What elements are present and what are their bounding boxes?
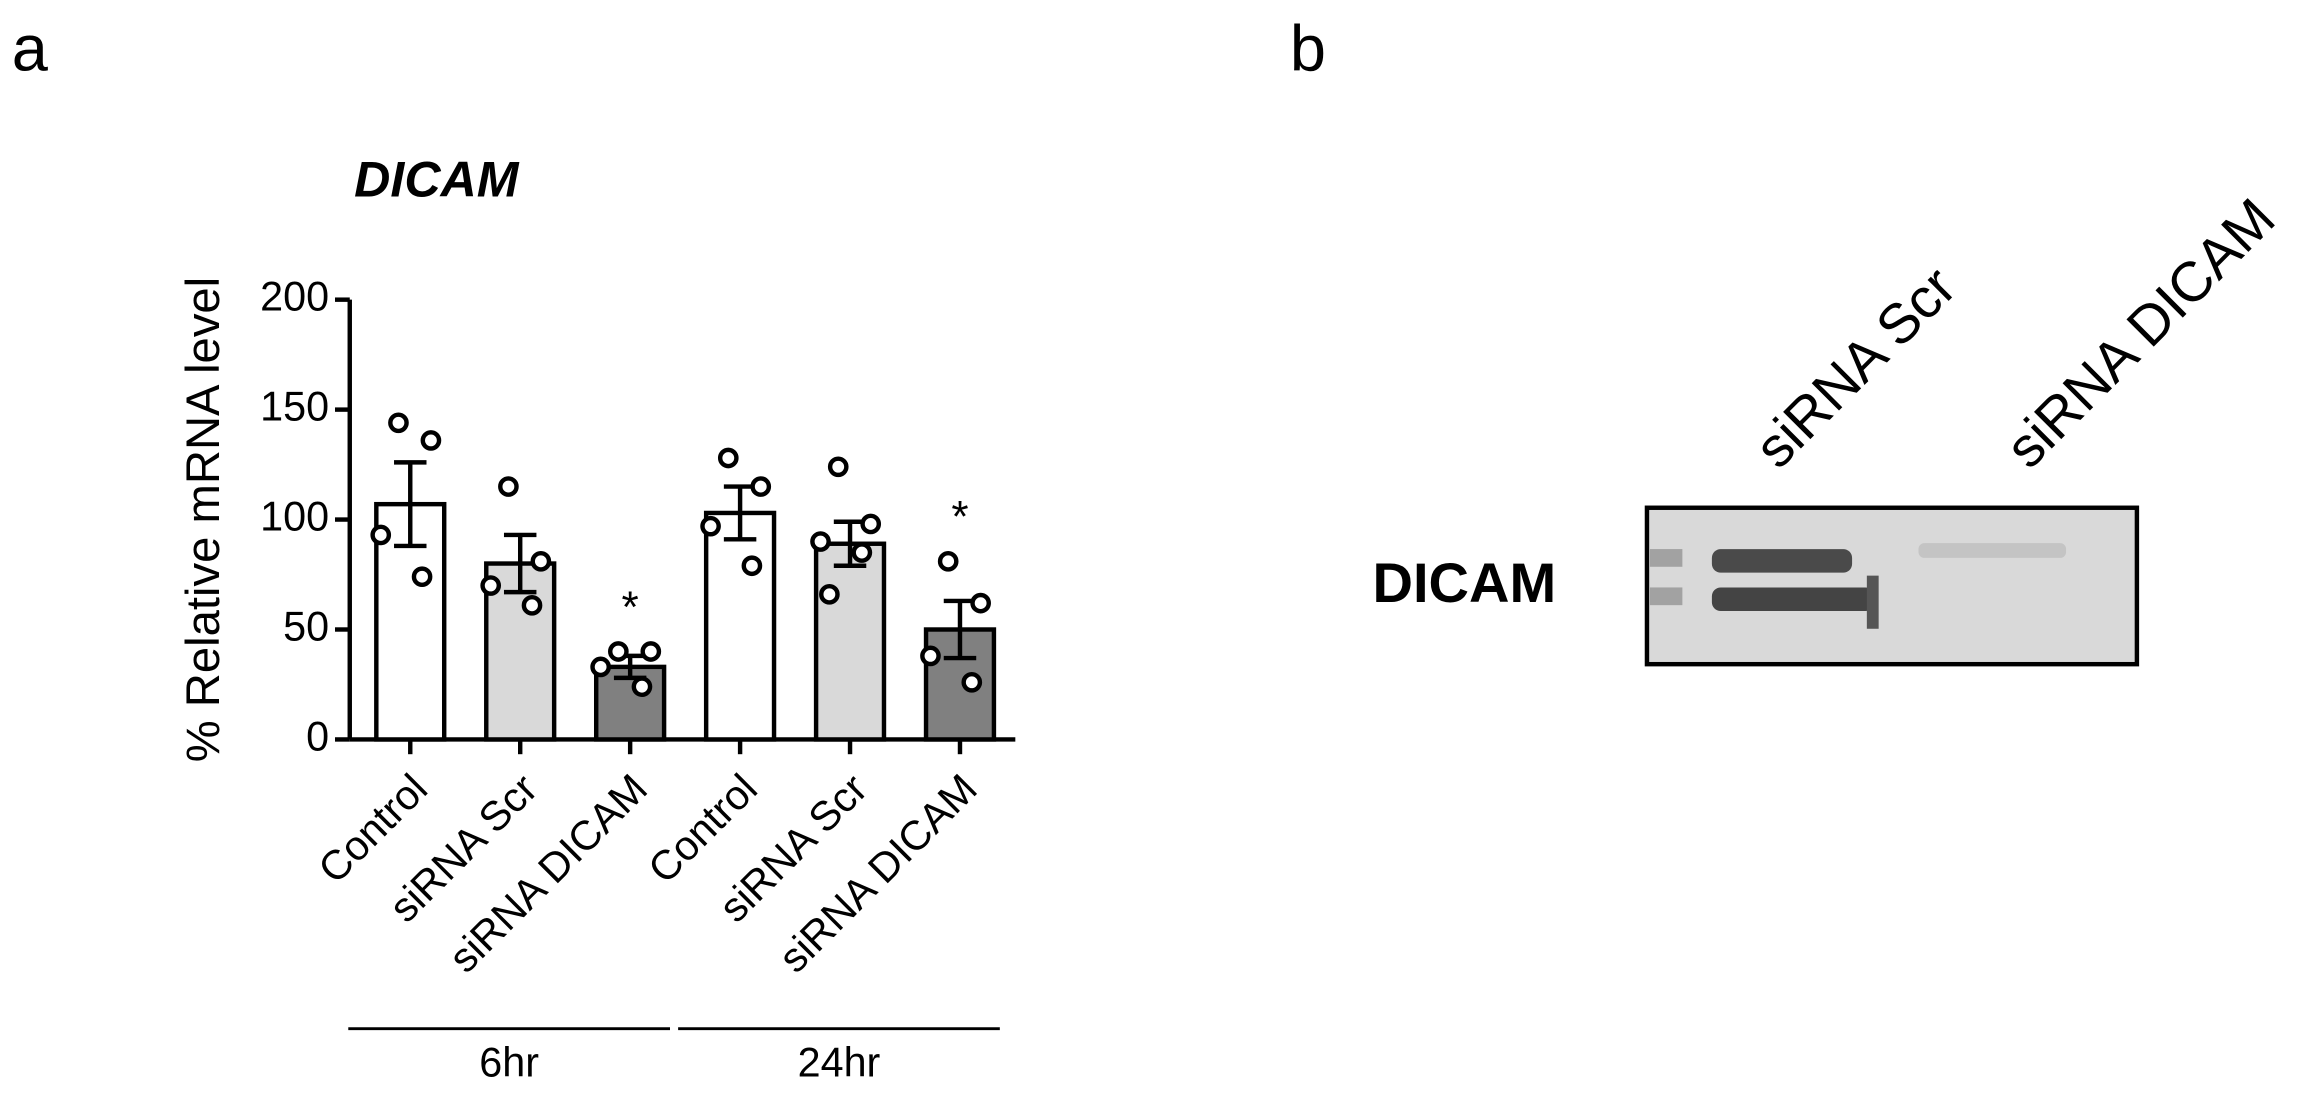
blot-band — [1711, 549, 1853, 573]
bar — [813, 541, 887, 742]
data-point — [411, 566, 433, 588]
blot-band — [1711, 587, 1875, 612]
bar — [703, 510, 777, 742]
y-tick-label: 200 — [260, 274, 329, 320]
data-point — [388, 412, 409, 434]
data-point — [521, 594, 543, 616]
significance-marker: * — [951, 493, 968, 542]
blot-band — [1866, 575, 1879, 629]
y-tick-label: 50 — [283, 603, 329, 649]
y-tick-label: 0 — [306, 713, 329, 759]
data-point — [420, 430, 442, 451]
data-point — [631, 676, 653, 698]
y-tick-label: 100 — [260, 493, 329, 539]
panel-label: b — [1290, 11, 1326, 84]
data-point — [717, 447, 739, 469]
x-tick-label: siRNA DICAM — [440, 765, 656, 981]
lane-label: siRNA DICAM — [1993, 186, 2286, 479]
panel-label: a — [12, 11, 49, 84]
data-point — [827, 456, 849, 478]
data-point — [970, 592, 991, 614]
lane-label: siRNA Scr — [1742, 254, 1967, 479]
data-point — [741, 555, 763, 577]
group-label: 6hr — [479, 1040, 539, 1086]
blot-band — [1918, 543, 2067, 558]
data-point — [590, 656, 611, 678]
chart-title: DICAM — [354, 151, 520, 207]
data-point — [851, 542, 873, 563]
data-point — [370, 524, 392, 546]
data-point — [498, 476, 519, 497]
data-point — [860, 513, 882, 535]
blot-band — [1649, 587, 1683, 606]
y-axis-label: % Relative mRNA level — [177, 277, 230, 762]
data-point — [961, 671, 983, 693]
data-point — [920, 645, 941, 667]
data-point — [640, 641, 662, 662]
significance-marker: * — [622, 583, 639, 632]
blot-row-label: DICAM — [1372, 551, 1556, 614]
data-point — [750, 476, 772, 497]
data-point — [937, 551, 959, 572]
blot-band — [1649, 549, 1683, 567]
blot: DICAM siRNA Scr siRNA DICAM — [1372, 186, 2287, 667]
data-point — [480, 575, 502, 596]
x-tick-label: siRNA DICAM — [770, 765, 986, 981]
data-point — [819, 583, 840, 605]
data-point — [608, 641, 629, 662]
blot-frame — [1644, 505, 2140, 667]
data-point — [530, 551, 552, 572]
y-tick-label: 150 — [260, 384, 329, 430]
group-label: 24hr — [798, 1040, 881, 1086]
data-point — [700, 515, 721, 537]
data-point — [810, 531, 831, 552]
